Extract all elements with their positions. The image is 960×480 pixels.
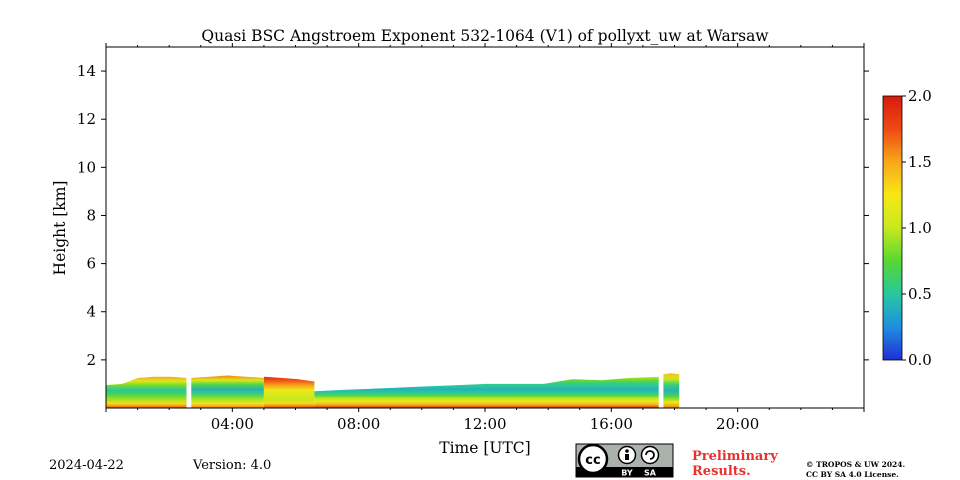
colorbar-ticks: 0.0 0.5 1.0 1.5 2.0 bbox=[902, 87, 932, 369]
plot-frame bbox=[105, 46, 865, 409]
x-tick-label: 12:00 bbox=[463, 415, 506, 433]
svg-text:cc: cc bbox=[585, 453, 600, 468]
y-tick-label: 4 bbox=[86, 303, 96, 321]
layer-segment bbox=[314, 376, 659, 408]
copyright-line-1: © TROPOS & UW 2024. bbox=[806, 460, 906, 469]
colorbar bbox=[882, 95, 903, 361]
copyright-notice: © TROPOS & UW 2024. CC BY SA 4.0 License… bbox=[806, 460, 905, 480]
x-tick-label: 20:00 bbox=[716, 415, 759, 433]
y-tick-label: 12 bbox=[77, 110, 96, 128]
colorbar-tick-label: 0.5 bbox=[908, 285, 932, 303]
x-axis: 04:00 08:00 12:00 16:00 20:00 bbox=[105, 43, 865, 433]
y-tick-label: 8 bbox=[86, 206, 96, 224]
y-tick-label: 2 bbox=[86, 351, 96, 369]
version-label: Version: 4.0 bbox=[193, 458, 272, 473]
badge-sa-text: SA bbox=[644, 469, 657, 478]
data-layer bbox=[106, 373, 680, 408]
colorbar-tick-label: 1.0 bbox=[908, 219, 932, 237]
y-axis-label: Height [km] bbox=[51, 181, 69, 276]
date-label: 2024-04-22 bbox=[49, 458, 124, 473]
share-alike-icon bbox=[640, 445, 660, 465]
preliminary-notice: Preliminary Results. bbox=[692, 449, 778, 479]
y-axis: 2 4 6 8 10 12 14 bbox=[77, 62, 869, 369]
preliminary-line-1: Preliminary bbox=[692, 449, 778, 464]
x-tick-label: 04:00 bbox=[211, 415, 254, 433]
preliminary-line-2: Results. bbox=[692, 464, 751, 479]
x-tick-label: 08:00 bbox=[337, 415, 380, 433]
chart-title: Quasi BSC Angstroem Exponent 532-1064 (V… bbox=[201, 27, 769, 45]
y-tick-label: 6 bbox=[86, 255, 96, 273]
layer-segment bbox=[263, 376, 315, 408]
layer-segment bbox=[663, 373, 680, 408]
x-tick-label: 16:00 bbox=[590, 415, 633, 433]
copyright-line-2: CC BY SA 4.0 License. bbox=[806, 470, 899, 479]
colorbar-tick-label: 0.0 bbox=[908, 351, 932, 369]
y-tick-label: 14 bbox=[77, 62, 96, 80]
layer-segment bbox=[106, 376, 187, 408]
badge-by-text: BY bbox=[621, 469, 633, 478]
y-tick-label: 10 bbox=[77, 158, 96, 176]
layer-segment bbox=[191, 375, 264, 408]
colorbar-tick-label: 1.5 bbox=[908, 153, 932, 171]
cc-license-badge: cc BY SA bbox=[575, 443, 674, 478]
colorbar-tick-label: 2.0 bbox=[908, 87, 932, 105]
x-axis-label: Time [UTC] bbox=[439, 439, 530, 457]
